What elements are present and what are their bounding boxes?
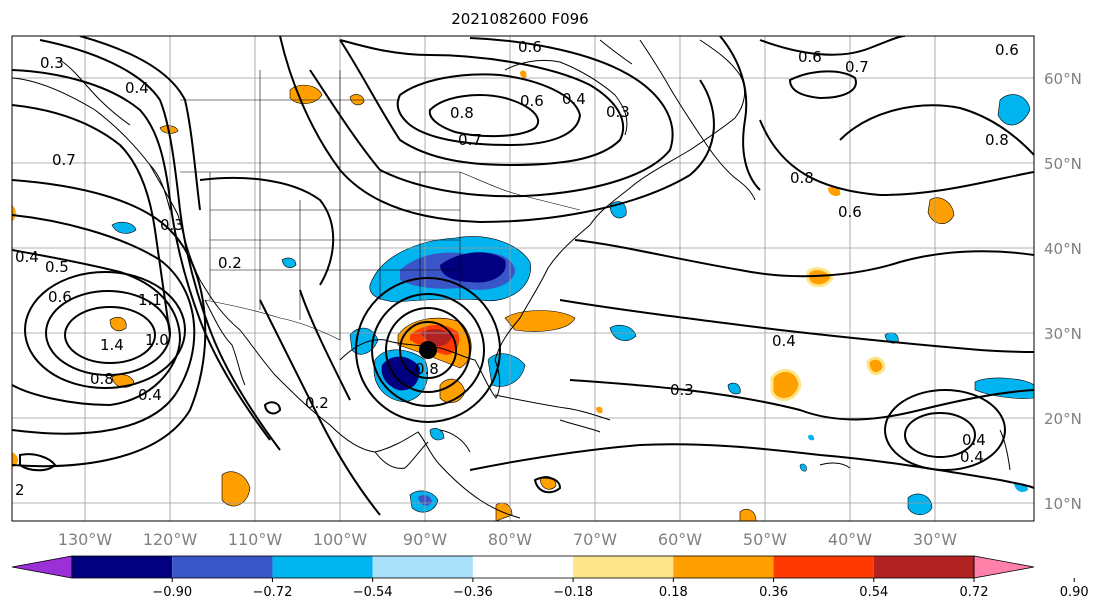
lon-label: 40°W	[828, 530, 872, 549]
contour-label: 0.7	[845, 58, 869, 76]
contour-label: 0.2	[305, 394, 329, 412]
contour-label: 0.4	[960, 448, 984, 466]
lon-label: 70°W	[573, 530, 617, 549]
lon-label: 80°W	[488, 530, 532, 549]
shading-layer	[12, 70, 1034, 521]
lat-label: 30°N	[1044, 325, 1082, 343]
map-frame	[11, 35, 1035, 522]
contour-label: 0.6	[838, 203, 862, 221]
contour-label: 0.2	[218, 254, 242, 272]
lon-label: 50°W	[743, 530, 787, 549]
colorbar-tick-label: 0.90	[1060, 585, 1089, 600]
colorbar-extend-low	[11, 555, 73, 579]
colorbar-tick-label: −0.90	[152, 585, 192, 600]
colorbar-segment	[272, 556, 373, 578]
contour-label: 0.3	[606, 103, 630, 121]
lat-label: 10°N	[1044, 495, 1082, 513]
contour-label: 0.5	[45, 258, 69, 276]
contour-label-group: 0.6 0.6 0.6 0.3 0.4 0.8 0.7 0.7 0.6 0.4 …	[15, 38, 1019, 499]
contour-label: 0.3	[40, 54, 64, 72]
colorbar-tick-label: −0.18	[553, 585, 593, 600]
lat-label: 50°N	[1044, 155, 1082, 173]
contour-label: 1.1	[138, 291, 162, 309]
contour-label: 0.4	[138, 386, 162, 404]
contour-label: 0.8	[790, 169, 814, 187]
colorbar-tick-label: −0.36	[453, 585, 493, 600]
colorbar-segment	[873, 556, 974, 578]
contour-label: 0.4	[772, 332, 796, 350]
contour-label: 0.6	[798, 48, 822, 66]
lon-label: 100°W	[313, 530, 368, 549]
contour-label: 0.3	[160, 216, 184, 234]
contour-label: 2	[15, 481, 25, 499]
storm-center-marker	[419, 341, 437, 359]
contour-label: 1.0	[145, 331, 169, 349]
contour-label: 0.4	[962, 431, 986, 449]
colorbar-tick-label: 0.72	[960, 585, 989, 600]
colorbar-tick-label: −0.54	[353, 585, 393, 600]
colorbar-tick-label: 0.36	[759, 585, 788, 600]
contour-label: 0.8	[415, 360, 439, 378]
contour-label: 0.6	[48, 288, 72, 306]
contour-label: 0.8	[90, 370, 114, 388]
colorbar-segment	[472, 556, 574, 578]
colorbar-segment	[372, 556, 473, 578]
coastlines	[12, 39, 1011, 519]
longitude-labels: 130°W 120°W 110°W 100°W 90°W 80°W 70°W 6…	[58, 530, 957, 549]
colorbar-frame	[71, 555, 975, 579]
colorbar-tick-label: −0.72	[253, 585, 293, 600]
colorbar-segment	[72, 556, 173, 578]
lon-label: 120°W	[143, 530, 198, 549]
graticule	[12, 36, 1034, 521]
lon-label: 90°W	[403, 530, 447, 549]
colorbar: −0.90 −0.72 −0.54 −0.36 −0.18 0.18 0.36 0.54 0.7…	[11, 555, 1089, 600]
colorbar-segment	[773, 556, 874, 578]
contour-label: 0.3	[670, 381, 694, 399]
contour-label: 0.6	[518, 38, 542, 56]
latitude-labels: 60°N 50°N 40°N 30°N 20°N 10°N	[1044, 70, 1082, 513]
contour-label: 0.4	[562, 90, 586, 108]
colorbar-extend-high	[973, 555, 1035, 579]
contour-label: 0.8	[450, 104, 474, 122]
colorbar-segment	[673, 556, 774, 578]
contour-label: 0.6	[995, 41, 1019, 59]
contour-label: 0.8	[985, 131, 1009, 149]
colorbar-tick-label: 0.18	[659, 585, 688, 600]
contour-label: 0.6	[520, 92, 544, 110]
colorbar-segment	[172, 556, 273, 578]
contour-label: 0.4	[15, 248, 39, 266]
contour-label: 1.4	[100, 336, 124, 354]
lat-label: 40°N	[1044, 240, 1082, 258]
political-borders	[180, 70, 581, 341]
contour-label: 0.7	[458, 131, 482, 149]
lon-label: 60°W	[658, 530, 702, 549]
colorbar-segment	[573, 556, 674, 578]
colorbar-tick-label: 0.54	[859, 585, 888, 600]
contour-label: 0.7	[52, 151, 76, 169]
lon-label: 130°W	[58, 530, 113, 549]
lat-label: 60°N	[1044, 70, 1082, 88]
lon-label: 30°W	[913, 530, 957, 549]
lon-label: 110°W	[228, 530, 283, 549]
contour-lines	[12, 36, 1034, 516]
map-title: 2021082600 F096	[451, 10, 589, 28]
contour-label: 0.4	[125, 79, 149, 97]
lat-label: 20°N	[1044, 410, 1082, 428]
